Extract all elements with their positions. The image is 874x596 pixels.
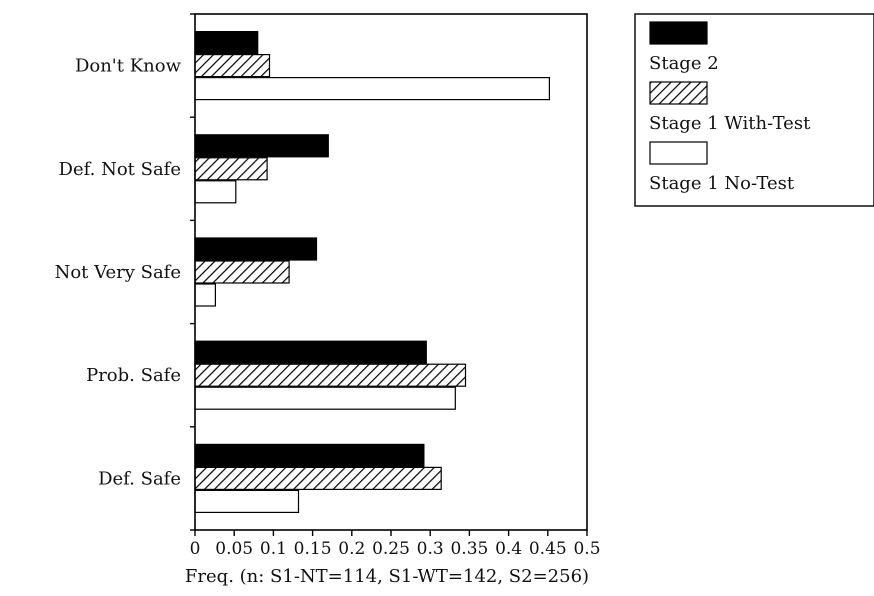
- x-tick-label: 0.45: [529, 539, 567, 559]
- bar-3-3: [194, 283, 216, 307]
- y-tick-label: Not Very Safe: [55, 262, 181, 283]
- bar-2-5: [194, 466, 442, 490]
- legend-swatch-3: [649, 141, 708, 165]
- bar-3-5: [194, 489, 300, 513]
- legend-swatch-1: [649, 21, 708, 45]
- x-tick-label: 0.3: [417, 539, 444, 559]
- y-tick-label: Prob. Safe: [86, 365, 181, 386]
- y-tick-label: Def. Safe: [98, 468, 181, 489]
- bar-2-2: [194, 157, 268, 181]
- x-tick-label: 0.2: [338, 539, 365, 559]
- bar-1-2: [194, 134, 329, 158]
- x-axis-title: Freq. (n: S1-NT=114, S1-WT=142, S2=256): [185, 566, 589, 587]
- bar-3-2: [194, 180, 237, 204]
- legend-box: [634, 13, 874, 207]
- x-tick-label: 0.25: [372, 539, 410, 559]
- legend-label-3: Stage 1 No-Test: [649, 173, 795, 194]
- legend-swatch-2: [649, 81, 708, 105]
- x-tick-label: 0: [190, 539, 201, 559]
- x-tick-label: 0.15: [294, 539, 332, 559]
- x-tick-label: 0.5: [573, 539, 600, 559]
- bar-1-5: [194, 443, 425, 467]
- bar-2-4: [194, 363, 467, 387]
- legend-label-2: Stage 1 With-Test: [649, 113, 811, 134]
- bar-2-3: [194, 260, 290, 284]
- bar-1-1: [194, 31, 259, 55]
- y-tick-label: Don't Know: [75, 56, 182, 77]
- x-tick-label: 0.4: [495, 539, 522, 559]
- x-tick-label: 0.05: [215, 539, 253, 559]
- bar-3-4: [194, 386, 456, 410]
- bar-1-3: [194, 237, 318, 261]
- bar-1-4: [194, 340, 427, 364]
- x-tick-label: 0.35: [450, 539, 488, 559]
- axes: Don't Know Def. Not Safe Not Very Safe Prob…: [55, 13, 601, 587]
- y-tick-label: Def. Not Safe: [59, 159, 181, 180]
- legend: Stage 2 Stage 1 With-Test Stage 1 No-Test: [634, 13, 874, 207]
- bar-3-1: [194, 76, 550, 101]
- bar-2-1: [194, 53, 271, 78]
- x-tick-label: 0.1: [260, 539, 287, 559]
- plot-area: [194, 31, 550, 513]
- legend-label-1: Stage 2: [649, 53, 719, 74]
